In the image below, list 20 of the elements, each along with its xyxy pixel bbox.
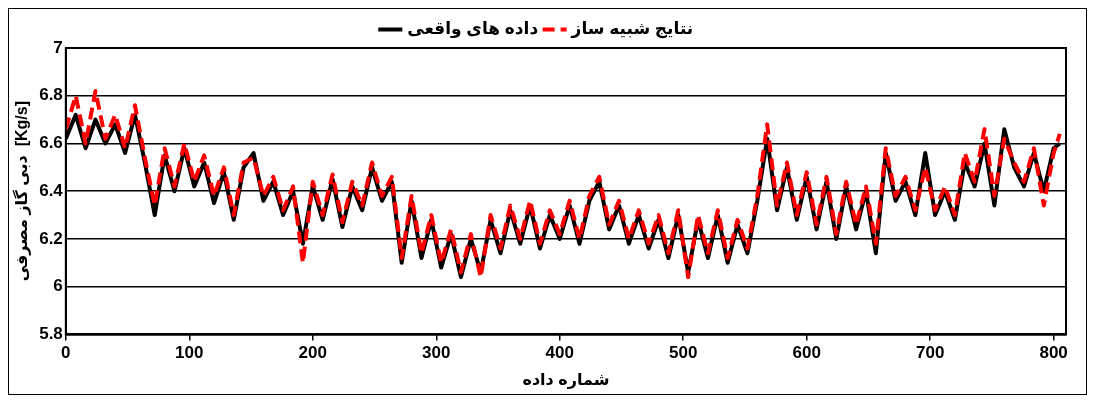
x-tick-label: 300 [422, 343, 451, 363]
y-tick-label: 6.8 [39, 85, 63, 105]
y-tick-label: 6.6 [39, 133, 63, 153]
x-axis-title: شماره داده [522, 370, 610, 389]
y-tick-label: 6 [53, 276, 63, 296]
y-tick-label: 6.4 [39, 180, 64, 200]
y-tick-label: 7 [53, 37, 63, 57]
x-tick-label: 500 [669, 343, 698, 363]
x-tick-label: 0 [61, 343, 71, 363]
x-tick-label: 400 [545, 343, 574, 363]
x-tick-label: 600 [792, 343, 821, 363]
x-tick-label: 100 [175, 343, 204, 363]
legend-label: نتایج شبیه ساز [570, 19, 694, 40]
legend-label: داده های واقعی [407, 19, 539, 40]
y-tick-label: 6.2 [39, 228, 63, 248]
x-tick-label: 700 [915, 343, 945, 363]
x-tick-label: 800 [1039, 343, 1068, 363]
x-tick-label: 200 [298, 343, 327, 363]
y-tick-label: 5.8 [39, 324, 63, 344]
y-axis-title: دبی گاز مصرفی [Kg/s] [12, 101, 32, 282]
